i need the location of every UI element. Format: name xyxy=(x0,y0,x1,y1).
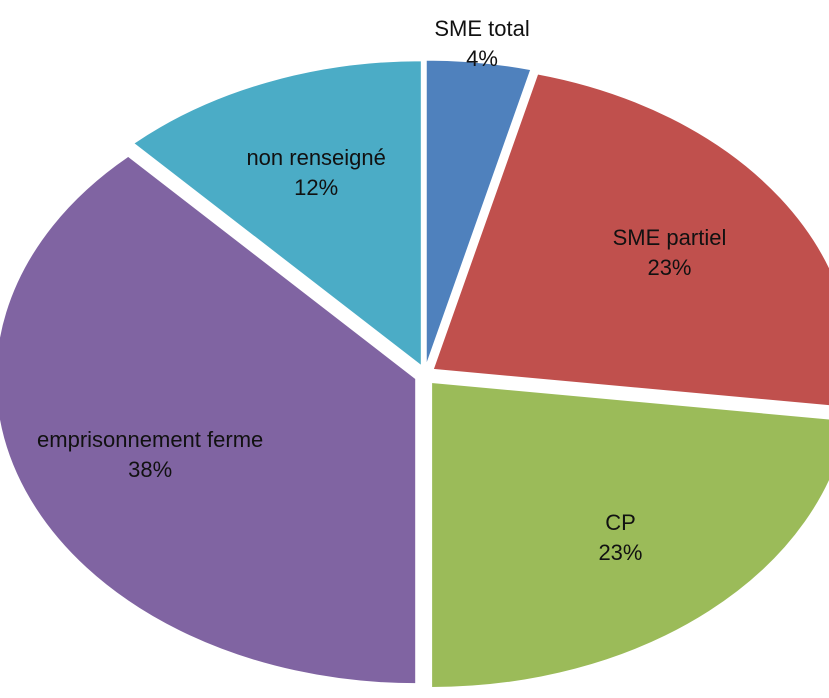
value-label: 23% xyxy=(598,540,643,566)
slice-label: SME partiel 23% xyxy=(549,223,789,283)
category-label: CP xyxy=(605,510,636,536)
pie-slice xyxy=(132,60,422,367)
pie-slice xyxy=(425,59,532,366)
slice-label: non renseigné 12% xyxy=(196,143,436,203)
value-label: 38% xyxy=(128,457,173,483)
pie-slice xyxy=(432,73,829,407)
category-label: SME total xyxy=(434,16,530,42)
value-label: 4% xyxy=(466,46,498,72)
value-label: 23% xyxy=(647,254,692,280)
slice-label: emprisonnement ferme 38% xyxy=(30,425,270,485)
category-label: emprisonnement ferme xyxy=(37,427,264,453)
pie-slice xyxy=(431,381,829,689)
slice-label: CP 23% xyxy=(500,508,740,568)
category-label: SME partiel xyxy=(612,224,727,250)
slice-label: SME total 4% xyxy=(362,14,602,74)
value-label: 12% xyxy=(294,174,339,200)
pie-slice xyxy=(0,155,417,685)
category-label: non renseigné xyxy=(246,144,386,170)
